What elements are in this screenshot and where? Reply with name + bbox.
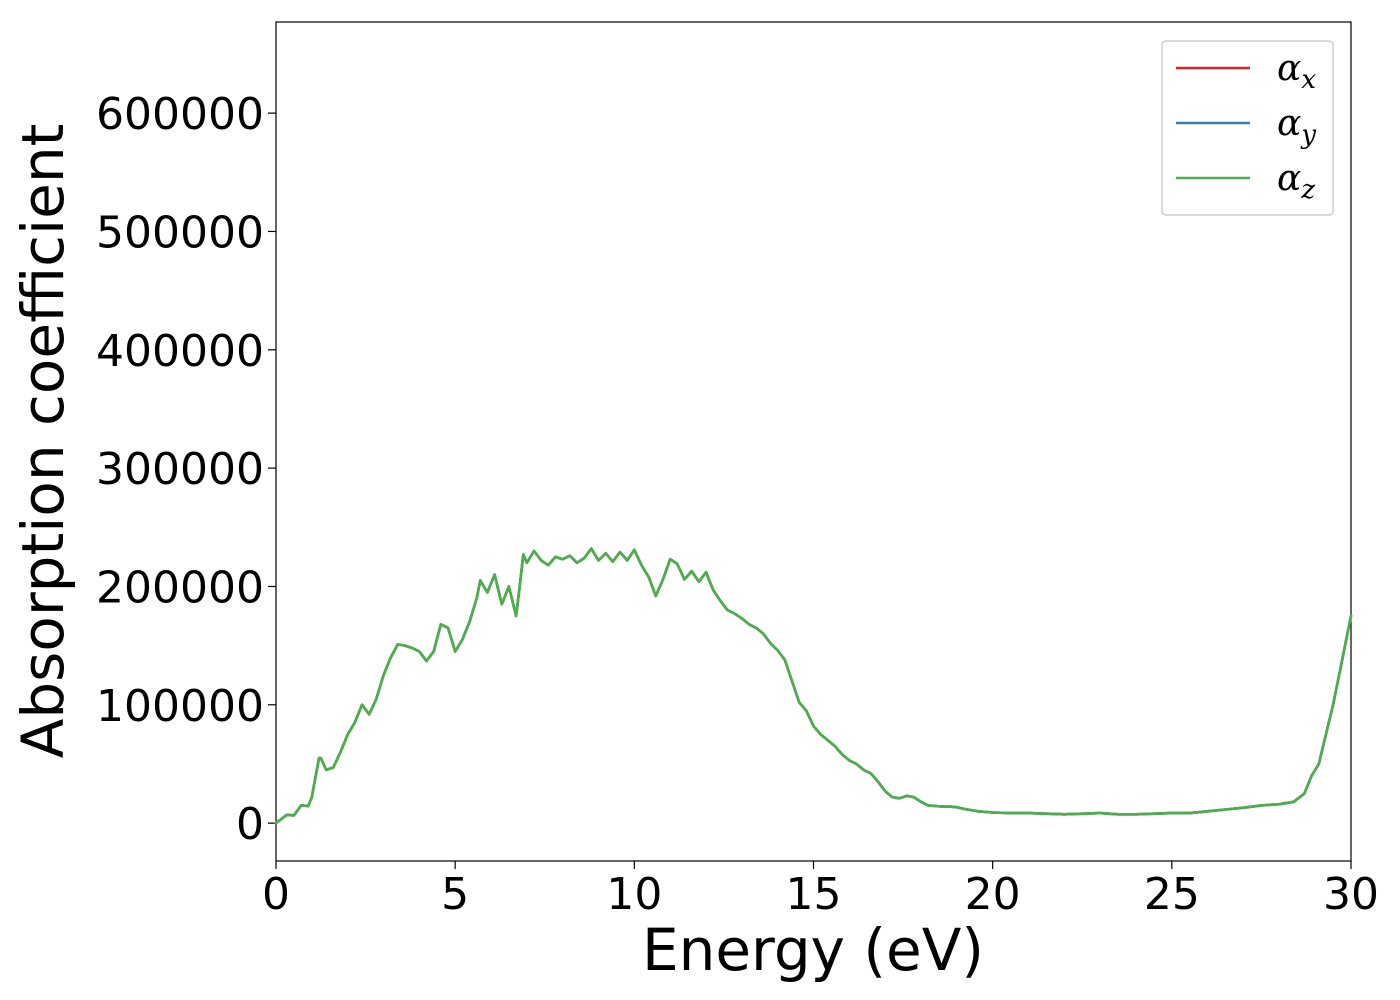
legend-label-subscript: y (1300, 120, 1316, 150)
legend-label-base: α (1277, 103, 1301, 144)
x-tick-label: 15 (786, 869, 842, 920)
x-tick-label: 20 (965, 869, 1021, 920)
legend-label-base: α (1277, 48, 1301, 89)
x-tick-label: 5 (441, 869, 469, 920)
legend-label: αx (1277, 48, 1316, 95)
series-lines (274, 547, 1353, 825)
y-tick-label: 100000 (96, 681, 264, 732)
legend-label: αz (1277, 158, 1315, 205)
y-axis-label: Absorption coefficient (9, 124, 77, 759)
x-tick-label: 30 (1323, 869, 1379, 920)
y-tick-label: 400000 (96, 326, 264, 377)
legend-box (1161, 40, 1334, 216)
y-tick-label: 600000 (96, 89, 264, 140)
y-axis-ticks: 0 100000 200000 300000 400000 500000 600000 (96, 89, 276, 850)
x-axis-label: Energy (eV) (642, 916, 984, 984)
series-line-alpha-z (274, 547, 1353, 825)
x-tick-label: 0 (262, 869, 290, 920)
legend-label-subscript: x (1301, 65, 1316, 95)
y-tick-label: 500000 (96, 207, 264, 258)
legend-label: αy (1277, 103, 1316, 150)
legend-label-base: α (1277, 158, 1301, 199)
x-axis-ticks: 0 5 10 15 20 25 30 (262, 861, 1379, 920)
y-tick-label: 0 (236, 799, 264, 850)
y-tick-label: 300000 (96, 444, 264, 495)
x-tick-label: 10 (606, 869, 662, 920)
x-tick-label: 25 (1144, 869, 1200, 920)
y-tick-label: 200000 (96, 562, 264, 613)
legend-label-subscript: z (1300, 175, 1315, 205)
